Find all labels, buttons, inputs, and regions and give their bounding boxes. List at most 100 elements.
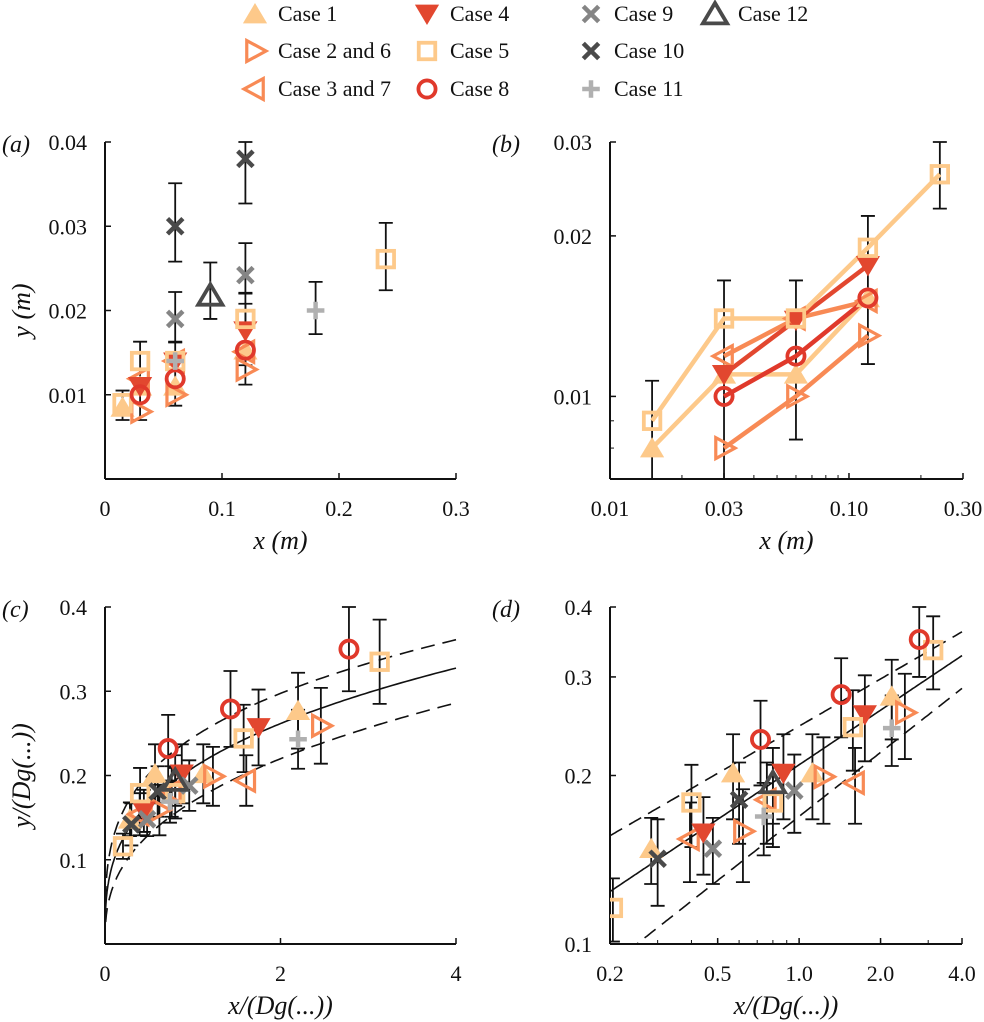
- legend-label: Case 9: [614, 1, 674, 26]
- error-bar: [205, 745, 220, 807]
- series-case-11: [754, 719, 901, 826]
- x-tick-label: 1.0: [785, 961, 813, 986]
- plot-area: [105, 606, 457, 944]
- x-axis-title: x (m): [252, 526, 307, 555]
- legend-label: Case 2 and 6: [278, 38, 392, 63]
- plus-icon: [582, 80, 600, 98]
- data-point: [122, 815, 141, 834]
- data-point: [830, 684, 852, 706]
- plot-area: [610, 606, 963, 944]
- x-tick-label: 0.30: [944, 496, 983, 521]
- data-point: [164, 368, 186, 390]
- error-bar: [239, 754, 254, 807]
- triangle-right-open-glyph: [245, 37, 270, 65]
- series-case-9: [703, 781, 804, 858]
- legend-item-case-11: Case 11: [576, 72, 683, 106]
- series-line: [722, 333, 870, 450]
- data-point: [194, 280, 226, 307]
- error-bar: [372, 618, 387, 705]
- data-point: [648, 849, 667, 869]
- data-point: [129, 350, 151, 372]
- data-point: [786, 383, 811, 410]
- data-point: [131, 801, 156, 822]
- data-point: [641, 410, 663, 431]
- data-point: [879, 685, 904, 706]
- series-case-5: [610, 639, 944, 919]
- y-tick-label: 0.3: [565, 665, 593, 690]
- data-point: [161, 792, 179, 811]
- triangle-left-open-glyph: [240, 75, 265, 103]
- series-case-12: [159, 765, 191, 792]
- legend-label: Case 12: [738, 1, 809, 26]
- error-bar: [848, 747, 863, 825]
- data-point: [610, 897, 624, 919]
- y-tick-label: 0.03: [49, 214, 88, 239]
- series-case-8: [750, 628, 930, 750]
- error-bar: [313, 686, 328, 765]
- legend-item-case-3-and-7: Case 3 and 7: [240, 72, 391, 106]
- data-point: [149, 796, 174, 824]
- series-case-8: [157, 638, 360, 760]
- data-point: [165, 216, 185, 236]
- y-tick-label: 0.01: [554, 384, 593, 409]
- triangle-right-open-icon: [245, 37, 270, 65]
- data-point: [783, 310, 809, 332]
- error-bar: [682, 801, 697, 883]
- y-tick-label: 0.04: [49, 130, 88, 155]
- data-point: [157, 738, 179, 760]
- data-point: [757, 768, 789, 795]
- x-tick-label: 0.2: [325, 496, 353, 521]
- data-point: [762, 792, 784, 813]
- data-point: [235, 308, 256, 330]
- series-case-2-and-6: [714, 322, 883, 462]
- series-case-1: [639, 685, 904, 859]
- y-axis-title: y/(Dg(...)): [7, 723, 36, 831]
- data-point: [709, 342, 734, 370]
- data-point: [840, 769, 865, 797]
- series-case-11: [166, 301, 325, 370]
- triangle-up-open-glyph: [699, 0, 731, 26]
- x-icon: [581, 41, 601, 61]
- y-tick-label: 0.3: [60, 679, 88, 704]
- error-bar: [610, 877, 620, 943]
- triangle-left-open-icon: [240, 75, 265, 103]
- error-bar: [759, 761, 774, 845]
- x-tick-label: 2.0: [867, 961, 895, 986]
- error-bar: [168, 182, 183, 263]
- square-open-glyph: [416, 40, 438, 62]
- data-point: [231, 767, 257, 794]
- error-bar: [753, 699, 768, 787]
- series-case-12: [194, 280, 226, 307]
- error-bar: [926, 615, 941, 691]
- series-line: [722, 296, 870, 399]
- x-axis-title: x/(Dg(...)): [227, 991, 333, 1020]
- data-point: [246, 718, 271, 739]
- error-bar: [816, 736, 831, 825]
- data-point: [929, 164, 950, 185]
- series-case-2-and-6: [130, 356, 260, 425]
- data-point: [236, 265, 255, 285]
- legend-item-case-8: Case 8: [412, 72, 509, 106]
- legend-item-case-10: Case 10: [576, 34, 684, 68]
- data-point: [142, 762, 168, 784]
- series-case-8: [713, 287, 879, 407]
- panel-c: 0 2 4 0.1 0.2 0.3 0.4 (c) x/(Dg(...)) y/(Dg(...)): [2, 595, 462, 1020]
- legend-item-case-5: Case 5: [412, 34, 509, 68]
- x-tick-label: 4: [451, 961, 462, 986]
- panel-label: (a): [2, 132, 30, 158]
- series-case-10: [165, 149, 255, 236]
- data-point: [165, 309, 185, 329]
- triangle-down-filled-glyph: [414, 4, 440, 26]
- x-tick-label: 0.1: [208, 496, 236, 521]
- data-point: [129, 783, 151, 804]
- series-case-9: [165, 265, 255, 329]
- error-bar: [834, 657, 849, 739]
- data-point: [675, 825, 700, 853]
- x-tick-label: 0: [100, 961, 111, 986]
- data-point: [285, 699, 311, 720]
- fit-bound-dashed: [635, 687, 963, 944]
- error-bar: [203, 261, 218, 320]
- error-bar: [788, 279, 803, 441]
- series-case-11: [161, 730, 307, 811]
- data-point: [785, 345, 807, 367]
